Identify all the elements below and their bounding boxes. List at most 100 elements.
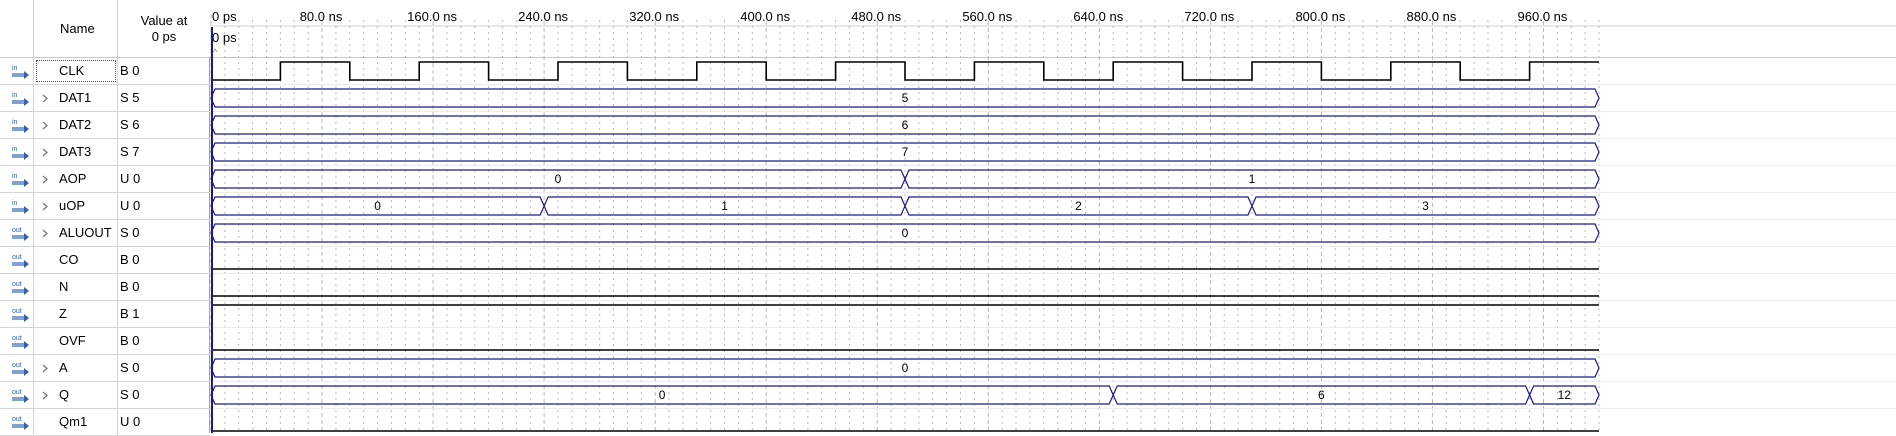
value-column-header-label: Value at 0 ps [140,12,188,44]
chevron-right-icon[interactable] [42,121,49,130]
signal-value: U 0 [120,414,141,429]
time-tick-label: 720.0 ns [1184,9,1234,24]
output-pin-icon: out [0,409,34,435]
output-pin-icon: out [0,220,34,246]
signal-name-cell[interactable]: Q [34,382,118,408]
value-column-header[interactable]: Value at 0 ps [118,0,210,58]
signal-name: ALUOUT [59,225,112,240]
bus-segment [210,223,1600,243]
signal-row-clk[interactable]: in CLK B 0 [0,58,210,85]
signal-name-cell[interactable]: DAT1 [34,85,118,111]
signal-name-cell[interactable]: Z [34,301,118,327]
signal-name-cell[interactable]: AOP [34,166,118,192]
svg-text:out: out [12,362,22,369]
signal-row-aop[interactable]: in AOP U 0 [0,166,210,193]
signal-row-co[interactable]: out CO B 0 [0,247,210,274]
waveform-aluout[interactable]: 0 [210,223,1600,243]
signal-list-pane: Name Value at 0 ps in CLK B 0 in DAT1 S … [0,0,210,436]
waveform-pane[interactable]: 0 ps 80.0 ns 160.0 ns 240.0 ns 320.0 ns 400.0… [210,0,1896,433]
time-tick-label: 80.0 ns [300,9,343,24]
signal-name-cell[interactable]: N [34,274,118,300]
signal-name-cell[interactable]: ALUOUT [34,220,118,246]
signal-value-cell: B 0 [118,274,210,300]
chevron-right-icon[interactable] [42,391,49,400]
signal-row-aluout[interactable]: out ALUOUT S 0 [0,220,210,247]
waveform-q[interactable]: 0 6 12 [210,385,1600,405]
signal-row-a[interactable]: out A S 0 [0,355,210,382]
signal-row-dat2[interactable]: in DAT2 S 6 [0,112,210,139]
signal-value-cell: S 6 [118,112,210,138]
signal-name-cell[interactable]: uOP [34,193,118,219]
signal-value-cell: S 7 [118,139,210,165]
signal-value-cell: S 0 [118,220,210,246]
signal-name-cell[interactable]: CO [34,247,118,273]
signal-name: Q [59,387,70,402]
signal-value: B 0 [120,279,140,294]
signal-row-n[interactable]: out N B 0 [0,274,210,301]
waveform-dat3[interactable]: 7 [210,142,1600,162]
signal-value: B 0 [120,63,140,78]
signal-name: DAT2 [59,117,92,132]
signal-row-uop[interactable]: in uOP U 0 [0,193,210,220]
signal-name-cell[interactable]: Qm1 [34,409,118,435]
signal-row-qm1[interactable]: out Qm1 U 0 [0,409,210,436]
waveform-a[interactable]: 0 [210,358,1600,378]
bus-segment [1251,196,1600,216]
signal-row-dat1[interactable]: in DAT1 S 5 [0,85,210,112]
signal-name-cell[interactable]: CLK [34,58,118,84]
signal-value: S 7 [120,144,140,159]
svg-text:in: in [12,146,18,153]
signal-value-cell: B 0 [118,328,210,354]
time-tick-label: 240.0 ns [518,9,568,24]
signal-name-cell[interactable]: OVF [34,328,118,354]
signal-name: DAT1 [59,90,92,105]
bus-segment-value: 1 [1249,172,1256,186]
signal-name: Qm1 [59,414,88,429]
signal-row-q[interactable]: out Q S 0 [0,382,210,409]
chevron-right-icon[interactable] [42,94,49,103]
svg-text:out: out [12,254,22,261]
cursor-time-label: 0 ps [212,30,237,45]
chevron-right-icon[interactable] [42,148,49,157]
svg-text:out: out [12,281,22,288]
output-pin-icon: out [0,301,34,327]
input-pin-icon: in [0,58,34,84]
icon-column-header [0,0,34,58]
name-column-header[interactable]: Name [34,0,118,58]
time-tick-label: 0 ps [212,9,237,24]
signal-value: B 1 [120,306,140,321]
chevron-right-icon[interactable] [42,229,49,238]
waveform-canvas[interactable]: 0 ps 80.0 ns 160.0 ns 240.0 ns 320.0 ns 400.0… [210,0,1896,433]
signal-row-dat3[interactable]: in DAT3 S 7 [0,139,210,166]
time-tick-label: 640.0 ns [1073,9,1123,24]
signal-value-cell: B 1 [118,301,210,327]
signal-name-cell[interactable]: DAT2 [34,112,118,138]
waveform-uop[interactable]: 0 1 2 3 [210,196,1600,216]
waveform-dat2[interactable]: 6 [210,115,1600,135]
signal-value: S 0 [120,225,140,240]
bus-segment-value: 6 [902,118,909,132]
signal-value-cell: S 5 [118,85,210,111]
signal-name-cell[interactable]: DAT3 [34,139,118,165]
bus-segment [210,115,1600,135]
bus-segment-value: 1 [721,199,728,213]
clock-trace [211,61,1599,81]
chevron-right-icon[interactable] [42,202,49,211]
bus-segment-value: 2 [1075,199,1082,213]
signal-name-cell[interactable]: A [34,355,118,381]
svg-text:out: out [12,389,22,396]
output-pin-icon: out [0,355,34,381]
signal-row-z[interactable]: out Z B 1 [0,301,210,328]
waveform-clk[interactable] [211,61,1599,81]
chevron-right-icon[interactable] [42,175,49,184]
output-pin-icon: out [0,328,34,354]
signal-value: B 0 [120,333,140,348]
input-pin-icon: in [0,193,34,219]
signal-value-cell: B 0 [118,58,210,84]
svg-text:out: out [12,308,22,315]
waveform-dat1[interactable]: 5 [210,88,1600,108]
signal-row-ovf[interactable]: out OVF B 0 [0,328,210,355]
signal-name: OVF [59,333,86,348]
chevron-right-icon[interactable] [42,364,49,373]
